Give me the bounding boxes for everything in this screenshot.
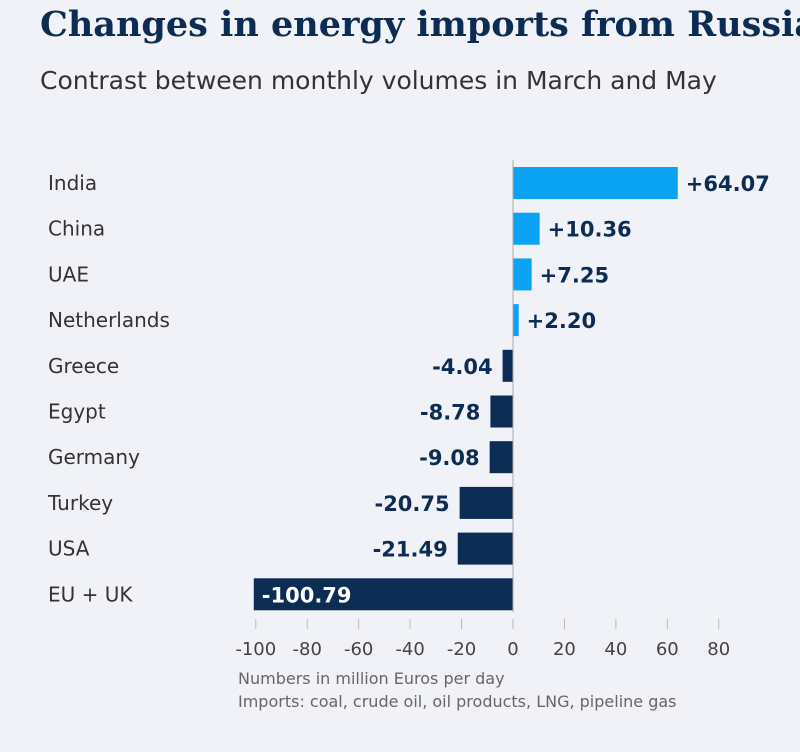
x-tick-label: 80 xyxy=(707,639,730,660)
x-tick-label: 60 xyxy=(656,639,679,660)
category-label: Egypt xyxy=(48,400,106,424)
bar-india xyxy=(513,167,678,199)
bar-eu-uk xyxy=(253,578,513,611)
bar-turkey xyxy=(459,486,513,519)
data-label: -8.78 xyxy=(420,401,481,425)
category-label: USA xyxy=(48,537,90,561)
category-label: Turkey xyxy=(47,491,113,515)
data-label: +7.25 xyxy=(540,263,609,287)
category-label: Greece xyxy=(48,354,119,378)
category-label: Germany xyxy=(48,445,140,469)
bar-germany xyxy=(489,441,513,474)
note-units: Numbers in million Euros per day xyxy=(238,669,505,688)
bar-usa xyxy=(457,532,513,565)
category-label: Netherlands xyxy=(48,308,170,332)
category-label: UAE xyxy=(48,262,89,286)
data-label: -100.79 xyxy=(262,583,352,607)
data-label: +2.20 xyxy=(527,309,596,333)
category-label: EU + UK xyxy=(48,582,133,606)
category-label: China xyxy=(48,217,105,241)
bar-netherlands xyxy=(513,304,519,337)
x-tick-label: -60 xyxy=(344,639,373,660)
bar-uae xyxy=(513,258,532,291)
x-tick-label: 0 xyxy=(507,639,518,660)
data-label: +10.36 xyxy=(548,218,632,242)
bar-china xyxy=(513,212,540,245)
data-label: -20.75 xyxy=(374,492,449,516)
x-tick-label: 20 xyxy=(553,639,576,660)
data-label: -21.49 xyxy=(373,538,448,562)
data-label: -4.04 xyxy=(432,355,493,379)
bar-greece xyxy=(502,349,513,382)
x-tick-label: -20 xyxy=(447,639,476,660)
data-label: -9.08 xyxy=(419,446,480,470)
bar-egypt xyxy=(490,395,513,428)
x-tick-label: -100 xyxy=(235,639,276,660)
x-tick-label: 40 xyxy=(604,639,627,660)
data-label: +64.07 xyxy=(686,172,770,196)
chart-subtitle: Contrast between monthly volumes in Marc… xyxy=(40,66,717,95)
category-label: India xyxy=(48,171,97,195)
x-tick-label: -80 xyxy=(293,639,322,660)
note-imports: Imports: coal, crude oil, oil products, … xyxy=(238,692,677,711)
chart-title: Changes in energy imports from Russia xyxy=(40,4,800,45)
x-tick-label: -40 xyxy=(395,639,424,660)
